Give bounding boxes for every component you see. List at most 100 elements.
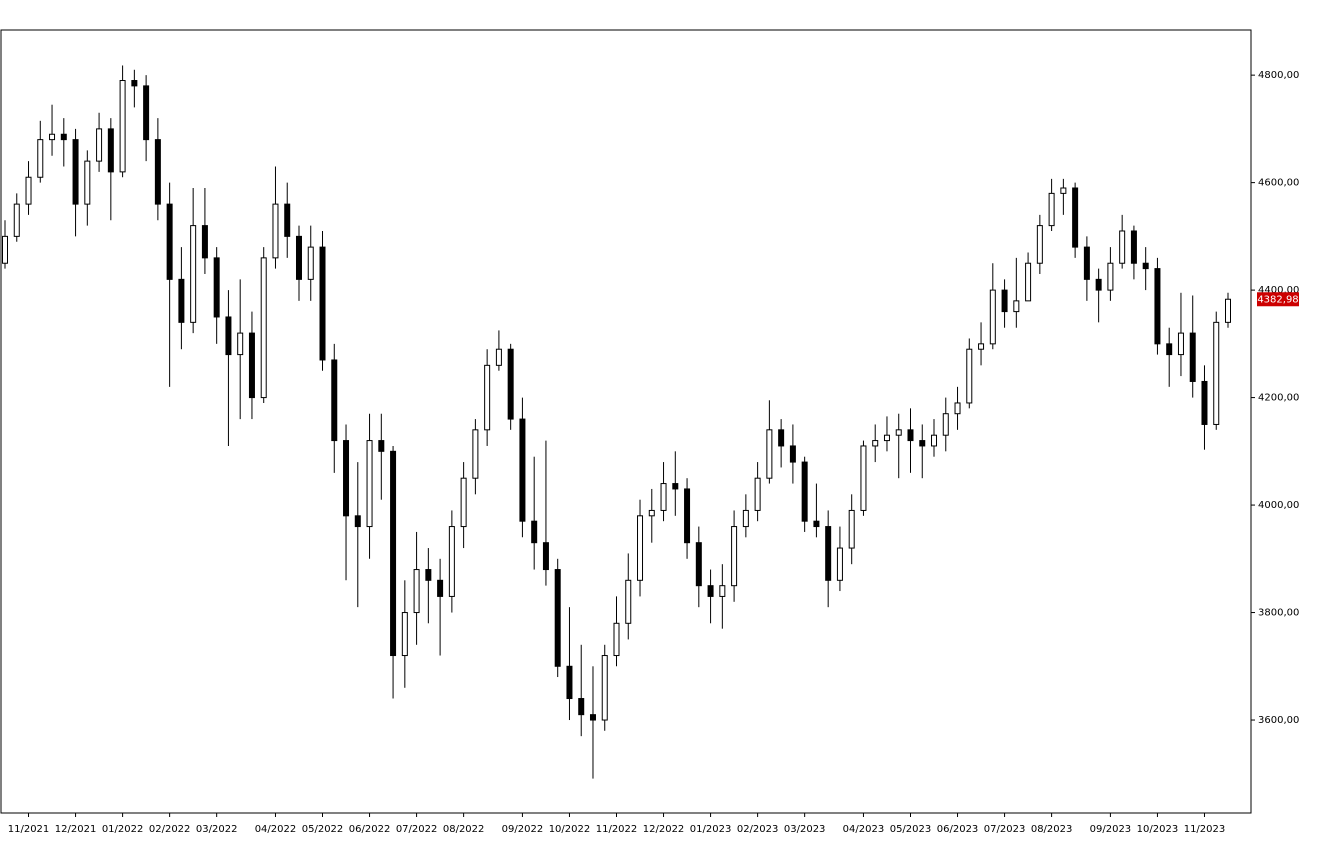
x-tick-label: 10/2022 <box>549 824 591 835</box>
candle-body <box>931 434 938 447</box>
candle-body <box>154 139 161 205</box>
candle-body <box>1154 268 1161 345</box>
x-tick-label: 10/2023 <box>1137 824 1179 835</box>
candle-body <box>707 585 714 597</box>
candle-body <box>484 364 491 431</box>
candle-body <box>401 612 408 657</box>
x-tick-label: 11/2023 <box>1184 824 1226 835</box>
candle-body <box>836 547 843 581</box>
candle-body <box>789 445 796 463</box>
x-tick-label: 04/2022 <box>255 824 297 835</box>
x-tick-label: 09/2023 <box>1090 824 1132 835</box>
candle-body <box>860 445 867 511</box>
candle-body <box>542 542 549 571</box>
candle-body <box>1177 332 1184 356</box>
candle-body <box>1213 321 1220 425</box>
candle-body <box>1119 230 1126 264</box>
x-tick-label: 11/2022 <box>596 824 638 835</box>
y-tick-label: 4400,00 <box>1258 285 1299 296</box>
x-tick-label: 05/2022 <box>302 824 344 835</box>
x-tick-label: 06/2023 <box>937 824 979 835</box>
candle-body <box>637 515 644 581</box>
x-tick-label: 09/2022 <box>502 824 544 835</box>
candle-body <box>378 440 385 452</box>
candle-body <box>742 509 749 528</box>
candle-body <box>1072 187 1079 248</box>
candle-body <box>625 579 632 624</box>
candle-body <box>213 257 220 318</box>
candle-body <box>248 332 255 399</box>
candle-body <box>472 429 479 479</box>
x-tick-label: 02/2023 <box>737 824 779 835</box>
candle-body <box>872 440 879 447</box>
candle-body <box>284 203 291 237</box>
last-price-box <box>1257 292 1299 307</box>
candle-body <box>49 133 56 141</box>
y-tick-label: 4000,00 <box>1258 500 1299 511</box>
candle-body <box>554 569 561 667</box>
candle-body <box>1095 278 1102 291</box>
candle-body <box>1001 289 1008 313</box>
candle-body <box>954 402 961 415</box>
candle-body <box>60 133 67 141</box>
candle-body <box>613 622 620 657</box>
candle-body <box>695 542 702 587</box>
x-tick-label: 12/2021 <box>55 824 97 835</box>
candle-body <box>848 509 855 549</box>
candle-body <box>260 257 267 399</box>
candle-body <box>96 128 103 162</box>
candle-body <box>519 418 526 522</box>
y-tick-label: 4600,00 <box>1258 178 1299 189</box>
candle-body <box>107 128 114 173</box>
candle-body <box>1201 380 1208 425</box>
candle-body <box>578 698 585 716</box>
candle-body <box>166 203 173 280</box>
candle-body <box>366 440 373 528</box>
candle-body <box>319 246 326 361</box>
x-tick-label: 01/2023 <box>690 824 732 835</box>
candle-body <box>895 429 902 436</box>
x-tick-label: 03/2023 <box>784 824 826 835</box>
candle-body <box>13 203 20 237</box>
candle-body <box>966 348 973 404</box>
y-tick-label: 4800,00 <box>1258 70 1299 81</box>
candle-body <box>660 483 667 511</box>
candle-body <box>801 461 808 522</box>
candle-body <box>331 359 338 442</box>
last-price-label: 4382,98 <box>1257 294 1298 305</box>
candle-body <box>390 450 397 657</box>
candle-body <box>84 160 91 205</box>
candle-body <box>1225 298 1231 323</box>
candle-body <box>437 579 444 597</box>
candle-body <box>1060 187 1067 194</box>
candle-body <box>119 80 126 173</box>
candle-body <box>295 235 302 280</box>
candle-body <box>566 665 573 700</box>
candle-body <box>1142 262 1149 270</box>
candle-body <box>190 225 197 323</box>
candle-body <box>460 477 467 528</box>
candle-body <box>25 176 32 205</box>
candle-body <box>448 526 455 597</box>
candle-body <box>907 429 914 442</box>
candle-body <box>178 278 185 323</box>
candle-body <box>825 526 832 581</box>
candle-body <box>1130 230 1137 264</box>
candle-body <box>942 413 949 436</box>
candle-body <box>131 80 138 87</box>
x-tick-label: 07/2023 <box>984 824 1026 835</box>
candle-body <box>719 585 726 597</box>
candle-body <box>425 569 432 581</box>
candle-body <box>531 520 538 544</box>
candle-body <box>754 477 761 511</box>
x-tick-label: 04/2023 <box>843 824 885 835</box>
y-tick-label: 3600,00 <box>1258 715 1299 726</box>
x-tick-label: 02/2022 <box>149 824 191 835</box>
candle-body <box>1013 300 1020 313</box>
candle-body <box>883 434 890 442</box>
candle-body <box>354 515 361 528</box>
candle-body <box>1189 332 1196 382</box>
candle-body <box>684 488 691 544</box>
candle-body <box>989 289 996 345</box>
